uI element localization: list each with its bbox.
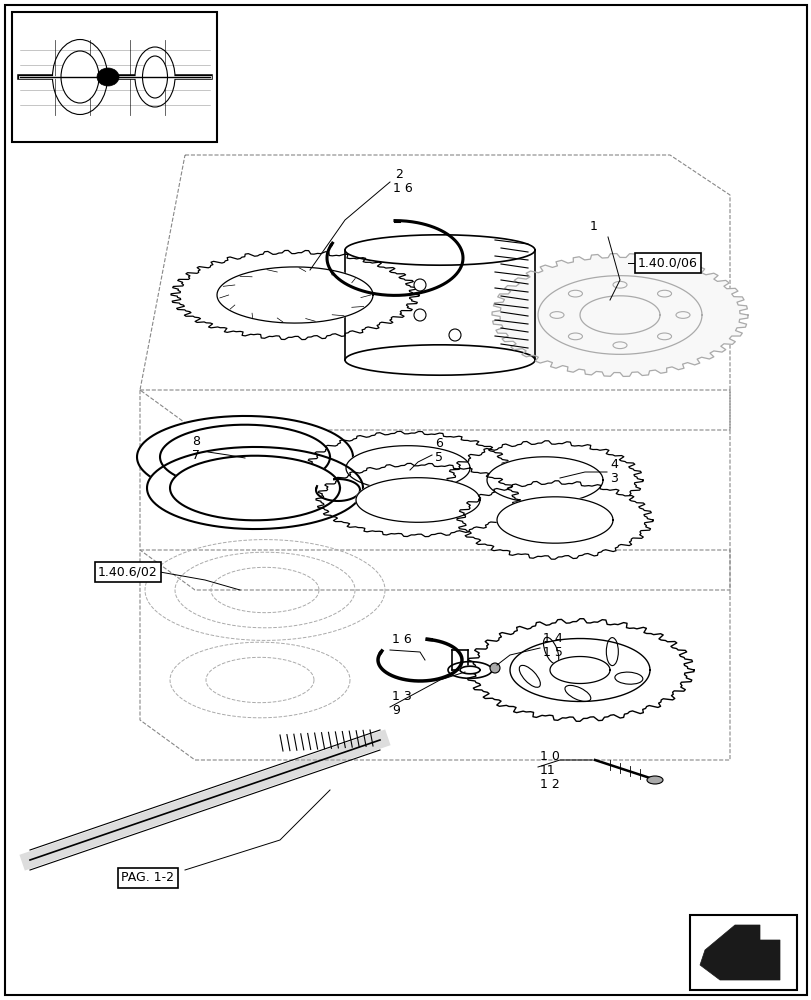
Text: 1 6: 1 6 [393,182,412,195]
Polygon shape [699,925,779,980]
Ellipse shape [135,47,175,107]
Polygon shape [345,446,470,490]
Polygon shape [491,254,747,376]
FancyBboxPatch shape [689,915,796,990]
Polygon shape [446,441,642,519]
Ellipse shape [53,39,107,115]
Polygon shape [345,250,534,360]
Text: 2: 2 [394,168,402,181]
Circle shape [448,329,461,341]
Polygon shape [466,619,693,721]
Text: 1 6: 1 6 [392,633,411,646]
Text: 1: 1 [590,220,597,233]
Text: PAG. 1-2: PAG. 1-2 [122,871,174,884]
Text: 1 2: 1 2 [539,778,559,791]
Polygon shape [538,276,702,354]
Ellipse shape [518,665,539,687]
Ellipse shape [97,68,119,86]
Ellipse shape [612,342,626,349]
Ellipse shape [568,290,581,297]
Text: 1 5: 1 5 [543,646,562,659]
Text: 1.40.6/02: 1.40.6/02 [98,566,157,578]
Polygon shape [345,235,534,265]
Polygon shape [355,478,479,522]
Polygon shape [160,425,329,489]
Polygon shape [549,657,609,683]
Polygon shape [345,345,534,375]
Text: 11: 11 [539,764,555,777]
Text: 5: 5 [435,451,443,464]
Polygon shape [496,497,612,543]
FancyBboxPatch shape [5,5,806,995]
Polygon shape [460,666,479,674]
Polygon shape [306,431,509,505]
Polygon shape [137,416,353,498]
Ellipse shape [549,312,564,318]
Text: 1 4: 1 4 [543,632,562,645]
Polygon shape [315,463,519,537]
Text: 7: 7 [191,449,200,462]
Text: 1.40.0/06: 1.40.0/06 [637,256,697,269]
Ellipse shape [646,776,663,784]
FancyBboxPatch shape [12,12,217,142]
Circle shape [414,279,426,291]
Text: 8: 8 [191,435,200,448]
Polygon shape [579,296,659,334]
Polygon shape [448,662,491,678]
Circle shape [489,663,500,673]
Text: 3: 3 [609,472,617,485]
Ellipse shape [606,638,617,666]
Ellipse shape [614,672,642,684]
Text: 9: 9 [392,704,399,717]
Polygon shape [147,447,363,529]
Text: 4: 4 [609,458,617,471]
Polygon shape [169,456,340,520]
Ellipse shape [568,333,581,340]
Ellipse shape [657,290,671,297]
Text: 6: 6 [435,437,442,450]
Ellipse shape [657,333,671,340]
Ellipse shape [612,281,626,288]
Polygon shape [171,250,418,340]
Ellipse shape [676,312,689,318]
Circle shape [414,309,426,321]
Polygon shape [509,639,649,701]
Text: 1 0: 1 0 [539,750,560,763]
Ellipse shape [142,56,167,98]
Polygon shape [487,457,603,503]
Text: 1 3: 1 3 [392,690,411,703]
Polygon shape [217,267,372,323]
Ellipse shape [543,637,558,664]
Polygon shape [457,481,652,559]
Ellipse shape [564,685,590,701]
Ellipse shape [61,51,99,103]
